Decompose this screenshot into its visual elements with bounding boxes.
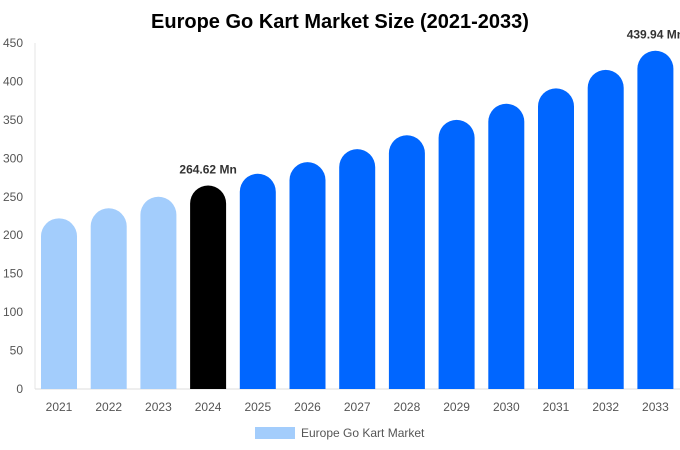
y-tick-label: 200: [3, 228, 23, 242]
bar-2021[interactable]: [41, 218, 77, 389]
x-tick-label: 2024: [195, 400, 222, 414]
bar-2025[interactable]: [239, 173, 276, 389]
x-tick-label: 2027: [344, 400, 371, 414]
bar-2031[interactable]: [538, 88, 574, 389]
chart-title: Europe Go Kart Market Size (2021-2033): [151, 11, 529, 33]
x-tick-label: 2032: [592, 400, 619, 414]
bar-2027[interactable]: [339, 149, 376, 389]
legend-label[interactable]: Europe Go Kart Market: [301, 426, 425, 440]
y-tick-label: 150: [3, 267, 23, 281]
x-tick-label: 2030: [493, 400, 520, 414]
y-tick-label: 400: [3, 74, 23, 88]
y-tick-label: 250: [3, 190, 23, 204]
data-label: 264.62 Mn: [179, 163, 236, 177]
x-tick-label: 2033: [642, 400, 669, 414]
y-tick-label: 0: [16, 382, 23, 396]
bar-2028[interactable]: [388, 135, 425, 389]
bar-2029[interactable]: [438, 119, 475, 389]
bar-2032[interactable]: [587, 69, 624, 390]
x-tick-label: 2029: [443, 400, 470, 414]
x-tick-label: 2026: [294, 400, 321, 414]
bar-2030[interactable]: [488, 103, 525, 390]
y-tick-label: 350: [3, 113, 23, 127]
bar-2033[interactable]: [637, 50, 674, 390]
bar-2026[interactable]: [289, 162, 326, 389]
bar-2024[interactable]: [190, 185, 227, 389]
y-tick-label: 300: [3, 151, 23, 165]
x-tick-label: 2023: [145, 400, 172, 414]
y-tick-label: 50: [10, 344, 24, 358]
x-tick-label: 2028: [394, 400, 421, 414]
y-tick-label: 450: [3, 36, 23, 50]
legend-swatch[interactable]: [255, 427, 295, 439]
data-label: 439.94 Mn: [627, 28, 680, 42]
bar-2023[interactable]: [140, 196, 177, 389]
x-tick-label: 2031: [543, 400, 570, 414]
y-tick-label: 100: [3, 305, 23, 319]
x-tick-label: 2025: [244, 400, 271, 414]
bar-2022[interactable]: [90, 208, 127, 389]
x-tick-label: 2021: [46, 400, 73, 414]
x-tick-label: 2022: [95, 400, 122, 414]
